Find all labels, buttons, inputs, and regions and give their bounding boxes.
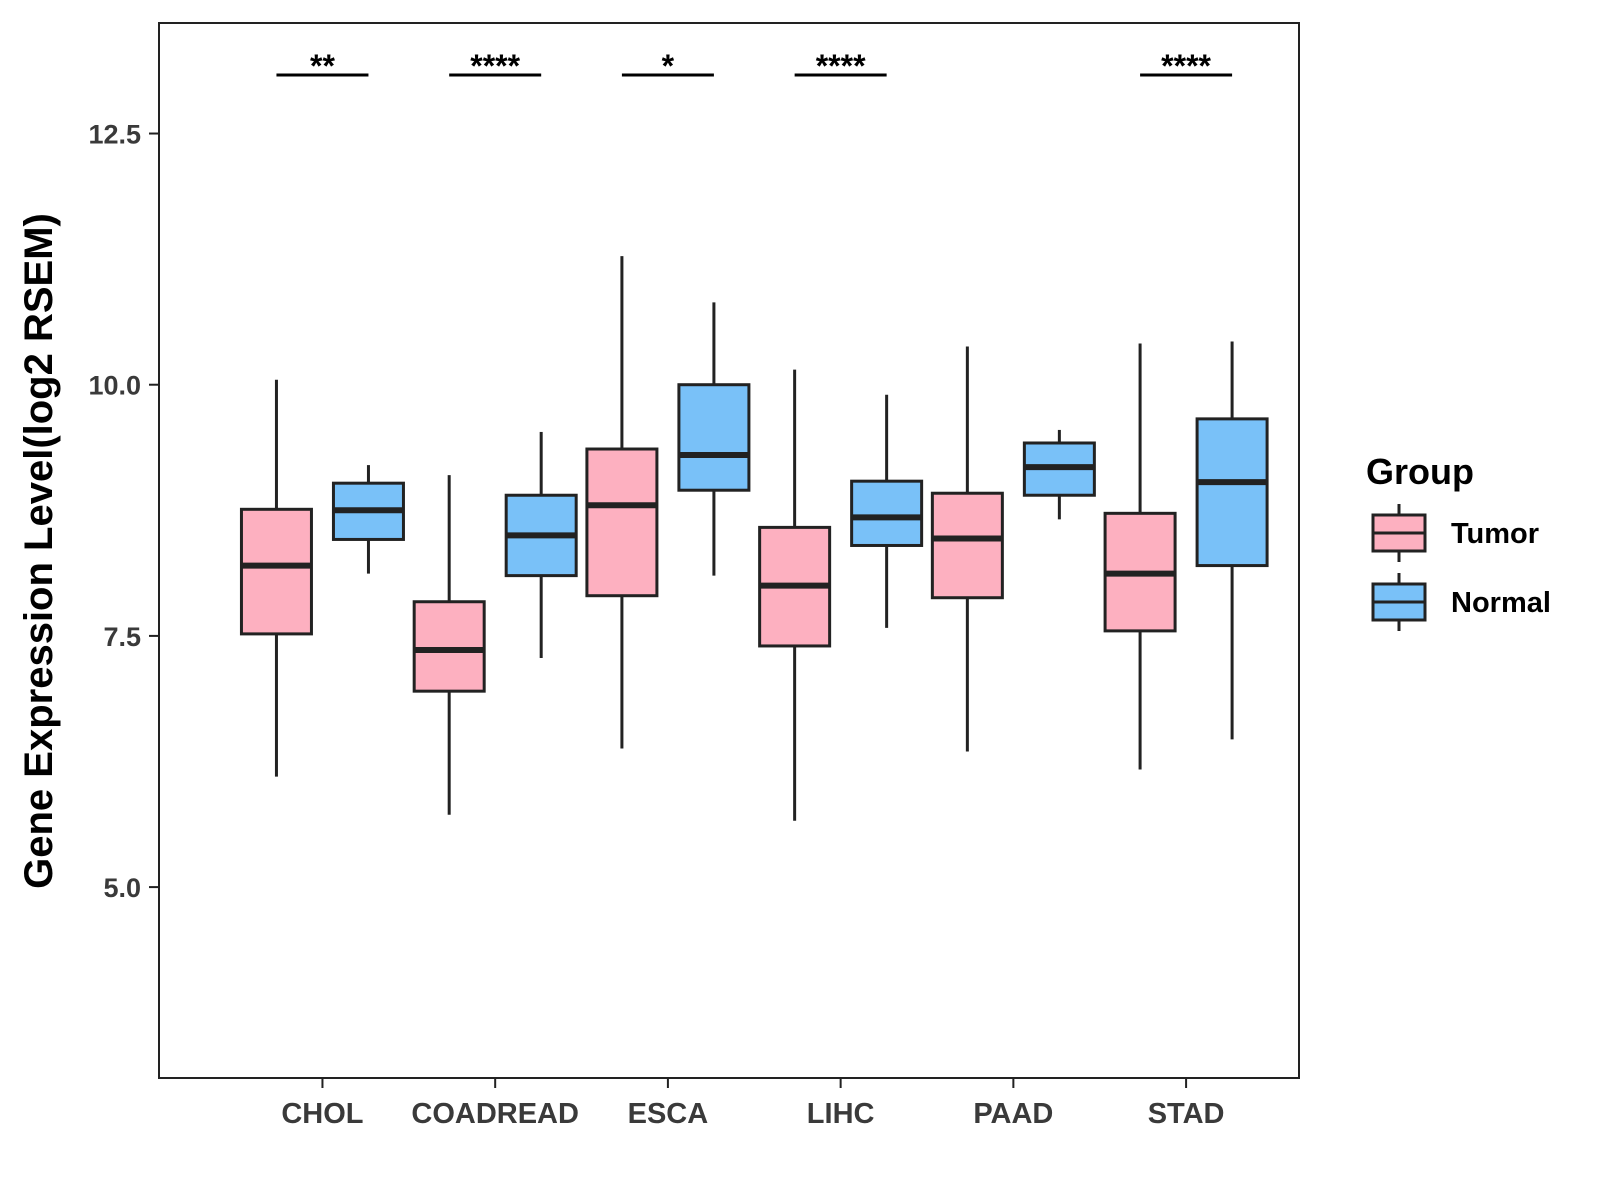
x-tick-label: STAD <box>1148 1098 1225 1130</box>
significance-label: **** <box>470 48 520 84</box>
significance-label: **** <box>816 48 866 84</box>
significance-label: ** <box>310 48 335 84</box>
legend-label-normal: Normal <box>1451 587 1551 619</box>
legend-title: Group <box>1366 451 1474 492</box>
box-body <box>677 383 751 492</box>
box-body <box>412 600 486 693</box>
plot-panel-border <box>158 22 1300 1079</box>
box-tumor-esca <box>585 256 659 749</box>
box-body <box>239 507 313 636</box>
x-tick-label: PAAD <box>973 1098 1053 1130</box>
significance-label: * <box>662 48 675 84</box>
box-tumor-lihc <box>758 369 832 821</box>
box-tumor-coadread <box>412 475 486 815</box>
box-normal-esca <box>677 302 751 576</box>
box-tumor-stad <box>1103 343 1177 770</box>
box-normal-chol <box>331 465 405 574</box>
y-tick-label: 12.5 <box>88 120 141 150</box>
plot-area: 5.0 7.5 10.0 12.5 CHOL COADREAD ESCA LIHC PAAD ST… <box>88 22 1300 1130</box>
legend-key-tumor <box>1371 504 1427 562</box>
box-body <box>585 447 659 598</box>
legend-label-tumor: Tumor <box>1451 518 1539 550</box>
box-normal-coadread <box>504 431 578 659</box>
x-tick-label: ESCA <box>628 1098 709 1130</box>
box-normal-paad <box>1022 429 1096 520</box>
significance-label: **** <box>1161 48 1211 84</box>
legend-key-normal <box>1371 573 1427 631</box>
box-body <box>850 479 924 547</box>
box-tumor-paad <box>930 346 1004 752</box>
y-tick-label: 7.5 <box>103 622 141 652</box>
x-tick-label: COADREAD <box>411 1098 579 1130</box>
y-axis-title: Gene Expression Level(log2 RSEM) <box>17 213 61 889</box>
box-body <box>930 491 1004 600</box>
x-tick-label: LIHC <box>807 1098 875 1130</box>
box-tumor-chol <box>239 379 313 777</box>
y-tick-label: 10.0 <box>88 371 141 401</box>
box-normal-stad <box>1195 341 1269 740</box>
y-tick-label: 5.0 <box>103 873 141 903</box>
box-body <box>1195 417 1269 568</box>
box-normal-lihc <box>850 394 924 628</box>
x-tick-label: CHOL <box>281 1098 363 1130</box>
legend: Group Tumor Normal <box>1366 451 1551 631</box>
